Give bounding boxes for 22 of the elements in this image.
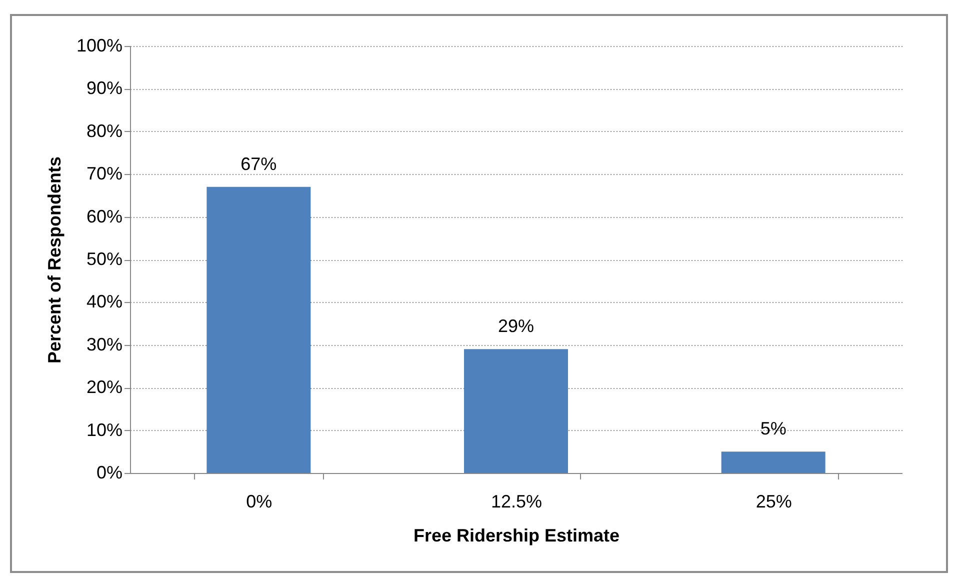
bar [464,349,568,473]
x-tick-label: 12.5% [490,492,542,512]
text: 5% [760,418,786,439]
y-tick-label: 70% [86,164,122,184]
y-tick-label: 100% [76,36,122,56]
y-tick-label: 30% [86,334,122,354]
y-axis-title: Percent of Respondents [44,156,64,364]
y-tick-label: 90% [86,78,122,98]
text: 67% [240,154,277,174]
y-tick-label: 0% [96,462,122,482]
y-tick-label: 80% [86,120,122,141]
y-tick-label: 60% [86,206,122,226]
x-tick-label: 0% [246,492,272,512]
y-tick-label: 10% [86,420,122,440]
text: 29% [498,316,534,336]
y-tick-label: 50% [86,249,122,269]
y-tick-label: 20% [86,377,122,398]
bar [206,186,311,473]
x-axis-title: Free Ridership Estimate [413,526,620,546]
x-tick-label: 25% [756,492,792,512]
bar [721,452,826,473]
y-tick-label: 40% [86,292,122,312]
